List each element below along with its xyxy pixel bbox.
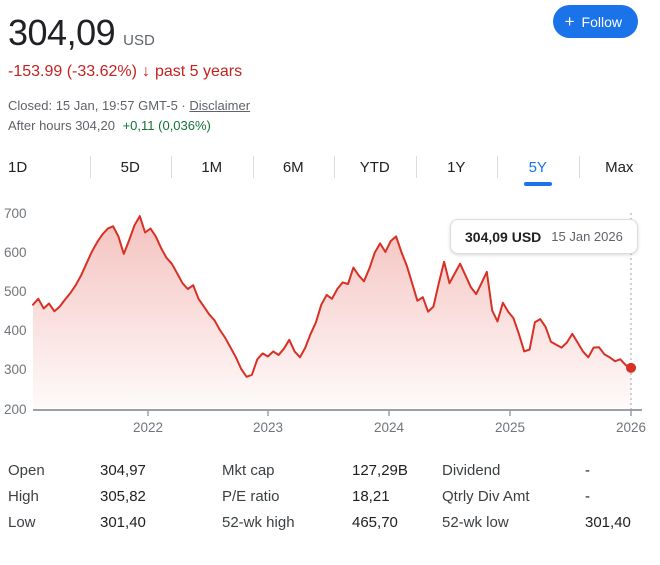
y-tick-400: 400 [4, 323, 27, 338]
tooltip-date: 15 Jan 2026 [551, 229, 623, 244]
tab-label: 1D [8, 158, 28, 176]
after-hours-price: After hours 304,20 [8, 118, 115, 133]
key-stats-table: Open 304,97 Mkt cap 127,29B Dividend - H… [8, 457, 652, 535]
y-tick-200: 200 [4, 402, 27, 417]
active-tab-indicator [523, 182, 552, 186]
price-chart[interactable]: 700 600 500 400 300 200 2022 2023 2024 2… [0, 198, 660, 448]
disclaimer-link[interactable]: Disclaimer [189, 98, 251, 113]
stat-value-low: 301,40 [100, 513, 146, 531]
tab-label: 6M [282, 158, 304, 176]
x-tick-2022: 2022 [133, 420, 163, 435]
price-change: -153.99 (-33.62%) ↓ past 5 years [8, 63, 242, 81]
stat-value-52wk-low: 301,40 [585, 513, 631, 531]
stat-value-qtrly-div: - [585, 487, 590, 505]
tab-label: Max [605, 158, 634, 176]
closed-text: Closed: 15 Jan, 19:57 GMT-5 · [8, 98, 186, 113]
currency-label: USD [123, 32, 155, 49]
last-price-dot [626, 362, 636, 373]
stat-value-pe-ratio: 18,21 [352, 487, 390, 505]
x-tick-2023: 2023 [253, 420, 283, 435]
y-tick-600: 600 [4, 245, 27, 260]
stat-label-high: High [8, 487, 39, 505]
stat-label-qtrly-div: Qtrly Div Amt [442, 487, 530, 505]
arrow-down-icon: ↓ [141, 63, 150, 80]
stat-label-open: Open [8, 461, 45, 479]
price-row: 304,09 USD [8, 12, 155, 54]
tab-label: 5Y [528, 158, 547, 176]
chart-tooltip: 304,09 USD 15 Jan 2026 [450, 219, 638, 254]
tab-max[interactable]: Max [578, 148, 660, 186]
y-tick-500: 500 [4, 284, 27, 299]
change-value: -153.99 (-33.62%) [8, 63, 137, 80]
x-tick-2026: 2026 [616, 420, 646, 435]
tab-label: 5D [120, 158, 140, 176]
stat-label-low: Low [8, 513, 36, 531]
current-price: 304,09 [8, 12, 116, 53]
tab-1d[interactable]: 1D [0, 148, 90, 186]
tab-label: 1Y [447, 158, 466, 176]
tab-6m[interactable]: 6M [252, 148, 335, 186]
after-hours-change: +0,11 (0,036%) [122, 118, 211, 133]
tab-label: YTD [359, 158, 390, 176]
tab-1y[interactable]: 1Y [415, 148, 498, 186]
stat-value-mkt-cap: 127,29B [352, 461, 408, 479]
stat-value-52wk-high: 465,70 [352, 513, 398, 531]
market-status: Closed: 15 Jan, 19:57 GMT-5 · Disclaimer [8, 98, 250, 113]
stat-label-52wk-low: 52-wk low [442, 513, 509, 531]
stat-value-dividend: - [585, 461, 590, 479]
tab-ytd[interactable]: YTD [334, 148, 416, 186]
stat-label-dividend: Dividend [442, 461, 501, 479]
chart-area-fill [33, 216, 631, 408]
tooltip-price: 304,09 USD [465, 228, 542, 245]
stat-label-52wk-high: 52-wk high [222, 513, 295, 531]
follow-button-label: Follow [581, 13, 622, 30]
follow-button[interactable]: + Follow [552, 5, 638, 38]
time-range-tabs: 1D 5D 1M 6M YTD 1Y 5Y Max [0, 148, 660, 186]
after-hours-row: After hours 304,20 +0,11 (0,036%) [8, 118, 211, 133]
tab-label: 1M [201, 158, 223, 176]
plus-icon: + [564, 12, 575, 31]
x-tick-2024: 2024 [374, 420, 405, 435]
stat-label-mkt-cap: Mkt cap [222, 461, 275, 479]
y-tick-300: 300 [4, 362, 27, 377]
stat-label-pe-ratio: P/E ratio [222, 487, 280, 505]
chart-line [32, 215, 632, 378]
stat-value-high: 305,82 [100, 487, 146, 505]
stat-value-open: 304,97 [100, 461, 146, 479]
tab-1m[interactable]: 1M [171, 148, 253, 186]
change-period: past 5 years [154, 63, 243, 80]
tab-5y[interactable]: 5Y [497, 148, 579, 186]
x-tick-2025: 2025 [495, 420, 525, 435]
tab-5d[interactable]: 5D [89, 148, 172, 186]
y-tick-700: 700 [4, 206, 27, 221]
